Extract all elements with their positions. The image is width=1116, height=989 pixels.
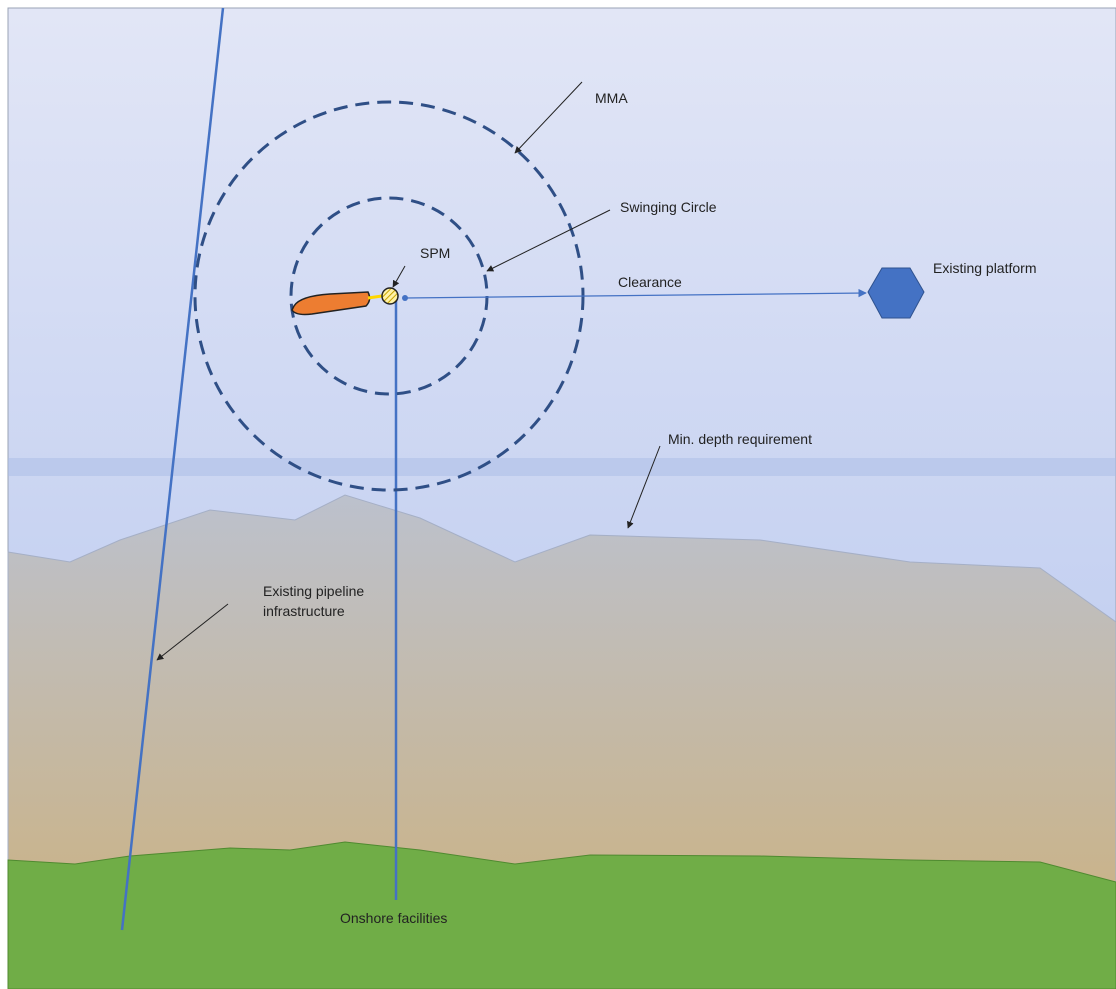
arrow xyxy=(156,603,229,661)
arrow xyxy=(392,265,406,288)
label: Existing platform xyxy=(933,260,1036,276)
label: Swinging Circle xyxy=(620,199,717,215)
clearance-line xyxy=(404,288,867,299)
label: infrastructure xyxy=(263,603,345,619)
clearance-start xyxy=(402,295,408,301)
arrow xyxy=(627,445,661,529)
arrow xyxy=(486,209,611,272)
spm-buoy xyxy=(381,287,399,305)
label: Min. depth requirement xyxy=(668,431,812,447)
label: Clearance xyxy=(618,274,682,290)
existing-pipeline xyxy=(120,7,225,931)
arrow xyxy=(514,81,583,154)
platform xyxy=(867,267,925,319)
tanker xyxy=(291,291,371,316)
depth-band xyxy=(8,458,1116,476)
hawser xyxy=(367,294,383,300)
label: Existing pipeline xyxy=(263,583,364,599)
label: Onshore facilities xyxy=(340,910,447,926)
label: SPM xyxy=(420,245,450,261)
land xyxy=(7,841,1116,989)
label: MMA xyxy=(595,90,628,106)
swinging-circle xyxy=(289,196,489,396)
